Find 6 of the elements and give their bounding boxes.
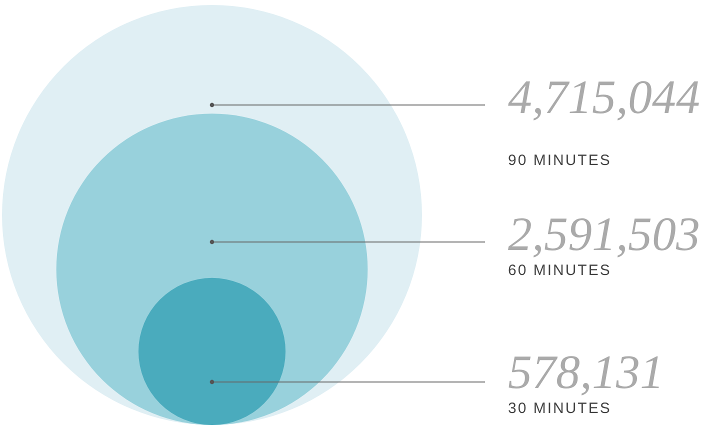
category-label: 30 MINUTES [508, 400, 612, 417]
data-label: 578,131 [508, 346, 664, 399]
data-label: 2,591,503 [508, 208, 700, 261]
data-label: 4,715,044 [508, 71, 700, 124]
category-label: 90 MINUTES [508, 152, 612, 169]
category-label: 60 MINUTES [508, 262, 612, 279]
